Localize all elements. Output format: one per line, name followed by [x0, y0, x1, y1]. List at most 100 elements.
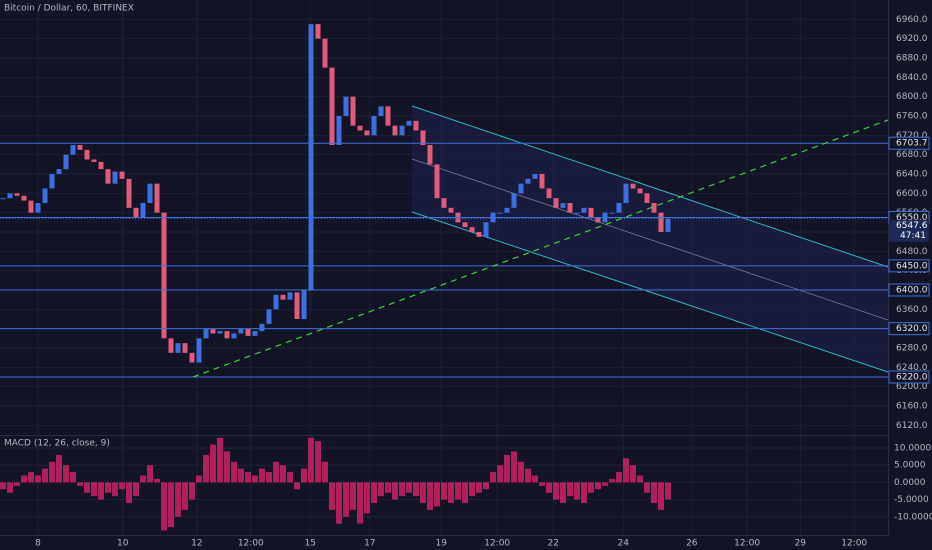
y-tick-label: 6680.0: [896, 150, 928, 160]
macd-bar: [7, 482, 14, 493]
macd-bar: [98, 482, 105, 500]
y-tick-label: 6480.0: [896, 247, 928, 257]
candle: [294, 292, 300, 319]
macd-bar: [441, 482, 447, 500]
macd-bar: [322, 461, 329, 483]
candle: [84, 149, 90, 160]
macd-bar: [350, 482, 357, 510]
x-tick-label: 12: [191, 539, 202, 549]
macd-bar: [119, 482, 126, 490]
candle: [539, 174, 545, 189]
macd-bar: [664, 482, 671, 500]
x-tick-label: 12:00: [484, 539, 510, 549]
macd-bar: [594, 482, 601, 490]
macd-tick-label: -10.0000: [894, 512, 932, 522]
macd-title: MACD (12, 26, close, 9): [4, 439, 110, 449]
trend-line: [192, 119, 889, 378]
y-tick-label: 6600.0: [896, 189, 928, 199]
y-tick-label: 6760.0: [896, 112, 928, 122]
macd-bar: [126, 482, 133, 504]
labels: 6120.0 6160.0 6200.0 6240.0 6280.0 6320.0 6360…: [35, 15, 932, 549]
level-label: 6320.0: [896, 324, 928, 334]
macd-bar: [35, 475, 42, 483]
macd-bar: [573, 482, 580, 500]
candle: [336, 116, 342, 145]
y-tick-label: 6720.0: [896, 131, 928, 141]
macd-bar: [210, 444, 217, 483]
y-tick-label: 6960.0: [896, 15, 928, 25]
candle: [140, 203, 146, 218]
y-tick-label: 6840.0: [896, 73, 928, 83]
candle: [497, 212, 503, 214]
y-tick-label: 6880.0: [896, 54, 928, 64]
candle: [210, 328, 216, 334]
macd-bar: [482, 482, 489, 490]
candle: [154, 183, 160, 213]
macd-bar: [252, 475, 259, 483]
macd-bar: [266, 472, 273, 483]
candle: [189, 352, 195, 363]
candle: [77, 145, 83, 150]
candle: [469, 227, 475, 232]
y-tick-label: 6920.0: [896, 34, 928, 44]
macd-tick-label: 10.0000: [894, 444, 931, 454]
macd-bar: [580, 482, 587, 504]
candle: [644, 193, 650, 203]
candle: [0, 198, 6, 200]
macd-bar: [357, 482, 364, 524]
candle: [616, 203, 622, 213]
level-label-box: [888, 283, 930, 297]
macd-bar: [371, 482, 378, 504]
macd-bar: [168, 482, 175, 528]
macd-bar: [468, 482, 475, 497]
macd-bar: [14, 482, 21, 486]
macd-bar: [420, 482, 427, 504]
macd-bar: [406, 482, 413, 493]
candle: [581, 207, 587, 213]
candle: [301, 290, 307, 319]
macd-bar: [147, 465, 154, 483]
candle: [259, 323, 265, 332]
level-label: 6550.0: [896, 213, 928, 223]
macd-bar: [427, 482, 434, 510]
macd-bar: [301, 468, 308, 483]
candle: [637, 188, 643, 194]
macd-bar: [636, 475, 643, 483]
macd-bar: [657, 482, 664, 510]
macd-bar: [496, 465, 503, 483]
candle: [161, 212, 167, 339]
macd-bar: [434, 482, 441, 507]
candle: [14, 193, 20, 196]
macd-bar: [77, 482, 84, 486]
level-label: 6220.0: [896, 373, 928, 383]
macd-bar: [161, 482, 168, 531]
candle: [434, 164, 440, 199]
x-tick-label: 12:00: [841, 539, 867, 549]
macd-bar: [105, 482, 112, 493]
macd-bar: [461, 482, 468, 504]
macd-bar: [629, 465, 636, 483]
candle: [357, 125, 363, 131]
macd-bar: [245, 472, 252, 483]
x-tick-label: 19: [435, 539, 447, 549]
candle: [574, 212, 580, 214]
candle: [231, 333, 237, 339]
candle: [427, 145, 433, 165]
macd-bar: [392, 482, 399, 500]
macd-bar: [91, 482, 98, 497]
macd-bar: [140, 475, 147, 483]
candle: [399, 125, 405, 136]
level-label: 6703.7: [896, 139, 928, 149]
y-tick-label: 6640.0: [896, 170, 928, 180]
macd-bar: [28, 472, 35, 483]
candle: [203, 328, 209, 339]
macd-bar: [42, 468, 49, 483]
chart-title: Bitcoin / Dollar, 60, BITFINEX: [4, 4, 134, 14]
macd-bar: [196, 475, 203, 483]
candle: [609, 212, 615, 214]
marks: [0, 24, 888, 531]
x-tick-label: 24: [617, 539, 629, 549]
macd-bar: [133, 482, 140, 497]
macd-bar: [217, 437, 224, 483]
channel-lower: [411, 211, 889, 373]
